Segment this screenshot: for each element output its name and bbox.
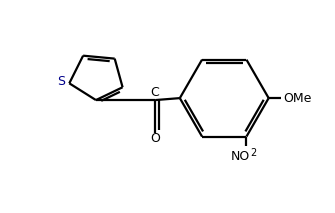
Text: C: C: [150, 86, 158, 99]
Text: S: S: [57, 75, 65, 88]
Text: O: O: [150, 132, 160, 145]
Text: OMe: OMe: [283, 92, 312, 105]
Text: NO: NO: [231, 150, 250, 163]
Text: 2: 2: [250, 148, 257, 158]
